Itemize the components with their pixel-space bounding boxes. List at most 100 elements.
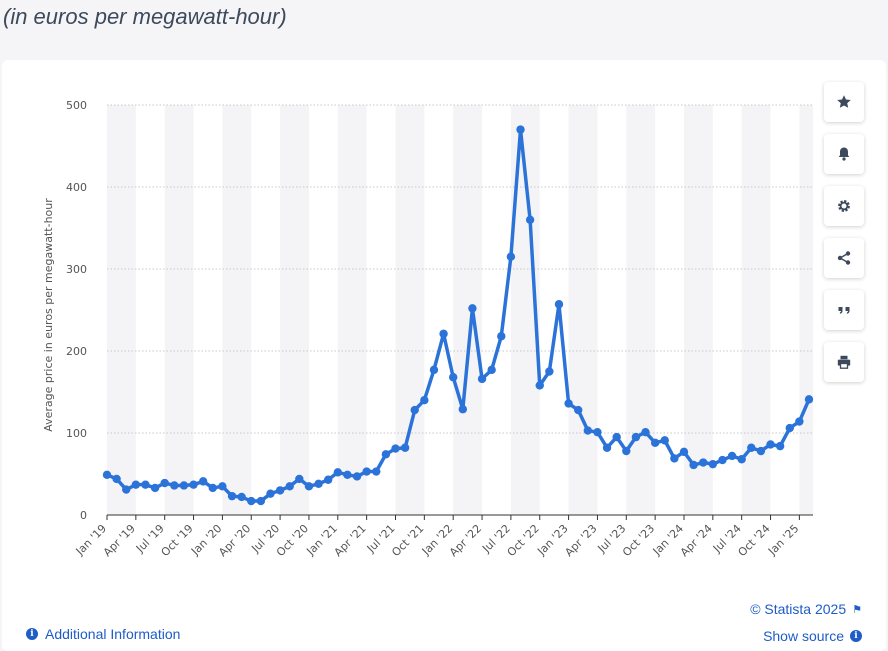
- data-point: [679, 447, 689, 457]
- data-point: [448, 373, 458, 382]
- background-band: [395, 105, 425, 515]
- background-band: [568, 105, 598, 515]
- background-band: [453, 105, 483, 515]
- data-point: [593, 427, 602, 437]
- data-point: [391, 444, 400, 453]
- data-point: [295, 474, 304, 484]
- x-tick-label: Oct '24: [735, 522, 772, 559]
- x-tick-label: Oct '23: [620, 522, 657, 559]
- share-button[interactable]: [824, 238, 864, 278]
- star-icon: [837, 95, 851, 108]
- data-point: [343, 470, 352, 480]
- data-point: [381, 450, 391, 459]
- x-tick-label: Apr '19: [101, 522, 138, 559]
- data-point: [775, 441, 785, 451]
- data-point: [122, 485, 131, 494]
- data-point: [487, 365, 496, 375]
- data-point: [650, 438, 660, 448]
- cite-button[interactable]: [824, 290, 864, 330]
- data-point: [670, 454, 679, 463]
- data-point: [727, 451, 737, 461]
- background-band: [799, 105, 813, 515]
- data-point: [699, 458, 708, 467]
- data-point: [131, 480, 141, 489]
- data-point: [227, 491, 237, 501]
- data-point: [439, 329, 448, 338]
- data-point: [631, 432, 641, 442]
- data-point: [266, 489, 275, 498]
- y-tick-label: 400: [66, 181, 87, 194]
- notification-button[interactable]: [824, 134, 864, 174]
- data-point: [141, 480, 150, 489]
- data-point: [766, 440, 775, 449]
- data-point: [247, 496, 256, 506]
- data-point: [756, 446, 766, 456]
- x-tick-label: Apr '20: [216, 522, 253, 559]
- data-point: [602, 443, 612, 452]
- data-point: [314, 479, 323, 489]
- data-point: [689, 460, 698, 470]
- info-icon: i: [850, 630, 862, 642]
- background-band: [337, 105, 367, 515]
- data-point: [612, 432, 621, 442]
- data-point: [564, 399, 573, 408]
- data-point: [458, 405, 468, 414]
- data-point: [737, 455, 746, 464]
- data-point: [362, 467, 371, 476]
- show-source-text: Show source: [763, 628, 844, 644]
- data-point: [747, 443, 756, 452]
- y-axis-title: Average price in euros per megawatt-hour: [42, 198, 55, 432]
- data-point: [708, 459, 718, 469]
- data-point: [804, 395, 814, 404]
- background-band: [683, 105, 713, 515]
- data-point: [583, 426, 593, 435]
- print-button[interactable]: [824, 342, 864, 382]
- data-point: [352, 472, 362, 481]
- background-band: [107, 105, 136, 515]
- data-point: [208, 483, 217, 493]
- data-point: [516, 125, 525, 134]
- background-band: [222, 105, 252, 515]
- data-point: [150, 483, 160, 493]
- x-tick-label: Apr '23: [562, 522, 599, 559]
- data-point: [718, 455, 727, 465]
- data-point: [410, 405, 419, 415]
- copyright-link[interactable]: © Statista 2025 ⚑: [750, 601, 862, 617]
- x-tick-label: Oct '19: [159, 522, 196, 559]
- show-source-link[interactable]: Show source i: [763, 628, 862, 644]
- info-icon: i: [26, 628, 38, 640]
- additional-information-text: Additional Information: [45, 626, 181, 642]
- data-point: [112, 474, 121, 484]
- data-point: [468, 304, 477, 313]
- data-point: [506, 252, 516, 261]
- data-point: [554, 300, 564, 309]
- additional-information-link[interactable]: i Additional Information: [26, 626, 180, 642]
- data-point: [400, 443, 410, 452]
- data-point: [660, 436, 669, 445]
- data-point: [256, 496, 266, 506]
- chart-card: 0 100 200 300 400 500 Jan '19 Apr '19 Jul '19 Oct…: [2, 60, 886, 651]
- share-icon: [837, 251, 851, 265]
- data-point: [545, 367, 554, 376]
- data-point: [179, 481, 189, 490]
- gear-icon: [838, 200, 850, 212]
- flag-icon: ⚑: [852, 603, 862, 616]
- chart-subtitle: (in euros per megawatt-hour): [3, 4, 287, 29]
- data-point: [622, 446, 631, 456]
- print-icon: [837, 355, 851, 369]
- settings-button[interactable]: [824, 186, 864, 226]
- x-tick-label: Apr '22: [447, 522, 484, 559]
- favorite-button[interactable]: [824, 82, 864, 122]
- y-tick-label: 500: [66, 99, 87, 112]
- background-band: [280, 105, 309, 515]
- data-point: [574, 405, 583, 415]
- data-point: [304, 482, 314, 491]
- x-tick-label: Apr '21: [332, 522, 369, 559]
- data-point: [372, 467, 381, 476]
- y-tick-label: 300: [66, 263, 87, 276]
- quote-icon: [838, 307, 850, 314]
- copyright-text: © Statista 2025: [750, 601, 847, 617]
- data-point: [285, 482, 294, 491]
- x-tick-label: Oct '20: [274, 522, 311, 559]
